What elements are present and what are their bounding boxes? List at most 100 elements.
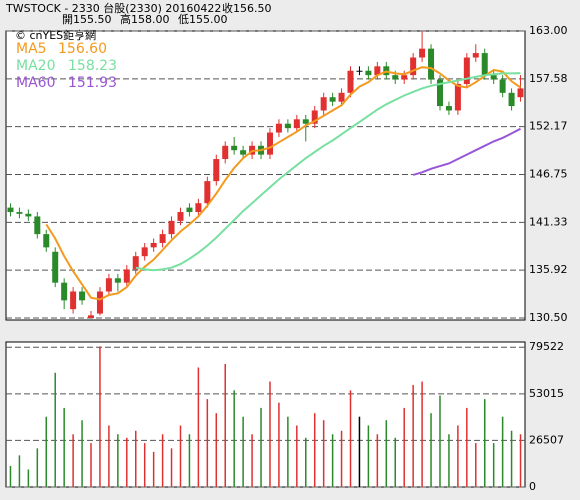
volume-bar xyxy=(45,416,48,487)
volume-bar xyxy=(430,413,432,487)
legend-value: 151.93 xyxy=(68,75,117,91)
volume-bar xyxy=(287,416,289,487)
volume-bar xyxy=(483,399,486,487)
candle-body xyxy=(141,247,148,257)
volume-bar xyxy=(197,367,200,487)
legend-name: MA60 xyxy=(16,75,55,91)
candle-body xyxy=(302,119,309,124)
candle-body xyxy=(43,234,50,248)
y-tick-label: 163.00 xyxy=(529,24,568,37)
candle-body xyxy=(419,48,426,58)
candle-body xyxy=(213,159,220,182)
candle-body xyxy=(410,57,417,76)
candle-body xyxy=(365,70,372,76)
volume-bar xyxy=(206,399,209,487)
y-tick-label: 152.17 xyxy=(529,120,568,133)
volume-bar xyxy=(457,425,459,487)
volume-bar xyxy=(439,395,441,487)
candle-body xyxy=(195,203,202,213)
ma-line xyxy=(135,72,521,272)
volume-bar xyxy=(448,434,450,487)
y-tick-label: 146.75 xyxy=(529,168,568,181)
volume-panel xyxy=(5,341,526,488)
volume-bar xyxy=(376,434,379,487)
volume-bar xyxy=(27,469,30,487)
y-tick-label: 79522 xyxy=(529,340,564,353)
volume-bar xyxy=(224,363,226,487)
y-tick-label: 0 xyxy=(529,480,536,493)
volume-bar xyxy=(367,425,370,487)
candle-body xyxy=(34,216,41,235)
volume-bar xyxy=(215,413,218,487)
volume-bar xyxy=(81,420,83,487)
volume-bar xyxy=(152,451,155,487)
ma-line xyxy=(45,66,522,301)
volume-bar xyxy=(126,437,128,487)
candle-body xyxy=(7,207,14,213)
volume-bar xyxy=(385,420,388,487)
volume-bar xyxy=(501,416,504,487)
candle-body xyxy=(356,70,363,72)
candle-body xyxy=(499,79,506,93)
candle-body xyxy=(168,220,175,235)
candle-body xyxy=(320,97,327,111)
candle-body xyxy=(96,291,103,314)
volume-bar xyxy=(358,416,361,487)
y-tick-label: 26507 xyxy=(529,433,564,446)
candle-body xyxy=(463,57,470,84)
candle-body xyxy=(490,75,497,80)
candle-body xyxy=(293,119,300,129)
legend-name: MA5 xyxy=(16,41,47,57)
volume-bar xyxy=(412,385,414,487)
volume-bar xyxy=(313,413,316,487)
volume-bar xyxy=(18,455,21,487)
ma-line xyxy=(412,127,521,176)
volume-bar xyxy=(179,425,182,487)
candle-body xyxy=(508,92,515,107)
candle-body xyxy=(266,132,273,155)
candle-body xyxy=(150,242,157,248)
volume-bar xyxy=(99,346,101,487)
candle-body xyxy=(88,315,95,318)
y-tick-label: 135.92 xyxy=(529,263,568,276)
volume-bar xyxy=(403,407,405,487)
candle-body xyxy=(25,213,32,217)
candle-body xyxy=(329,97,336,102)
candle-body xyxy=(436,79,443,107)
candle-body xyxy=(338,92,345,102)
volume-bar xyxy=(331,434,334,487)
volume-bar xyxy=(305,437,307,487)
legend-value: 158.23 xyxy=(68,58,117,74)
volume-bar xyxy=(161,434,164,487)
y-tick-label: 141.33 xyxy=(529,215,568,228)
candle-body xyxy=(204,181,211,204)
candle-body xyxy=(114,278,121,283)
candle-body xyxy=(222,145,229,160)
volume-bar xyxy=(135,430,137,487)
candle-body xyxy=(311,110,318,124)
volume-bar xyxy=(421,381,423,487)
candle-body xyxy=(61,282,68,301)
volume-bar xyxy=(117,434,119,487)
volume-bar xyxy=(233,390,235,487)
candle-body xyxy=(428,48,435,80)
candle-body xyxy=(454,83,461,111)
candle-body xyxy=(186,207,193,213)
candle-body xyxy=(401,75,408,80)
candle-body xyxy=(472,53,479,58)
volume-bar xyxy=(63,407,65,487)
volume-bar xyxy=(170,448,173,487)
volume-bar xyxy=(349,390,352,487)
volume-bar xyxy=(475,443,477,487)
header-close: 收156.50 xyxy=(222,1,272,15)
header-title: TWSTOCK - 2330 台股(2330) 20160422 xyxy=(5,1,221,15)
volume-bar xyxy=(394,437,396,487)
volume-bar xyxy=(466,407,468,487)
candle-body xyxy=(392,75,399,80)
volume-bar xyxy=(340,430,343,487)
candle-body xyxy=(347,70,354,93)
volume-bar xyxy=(269,381,271,487)
candle-body xyxy=(517,88,524,98)
volume-bar xyxy=(54,372,56,487)
candle-body xyxy=(16,212,23,214)
